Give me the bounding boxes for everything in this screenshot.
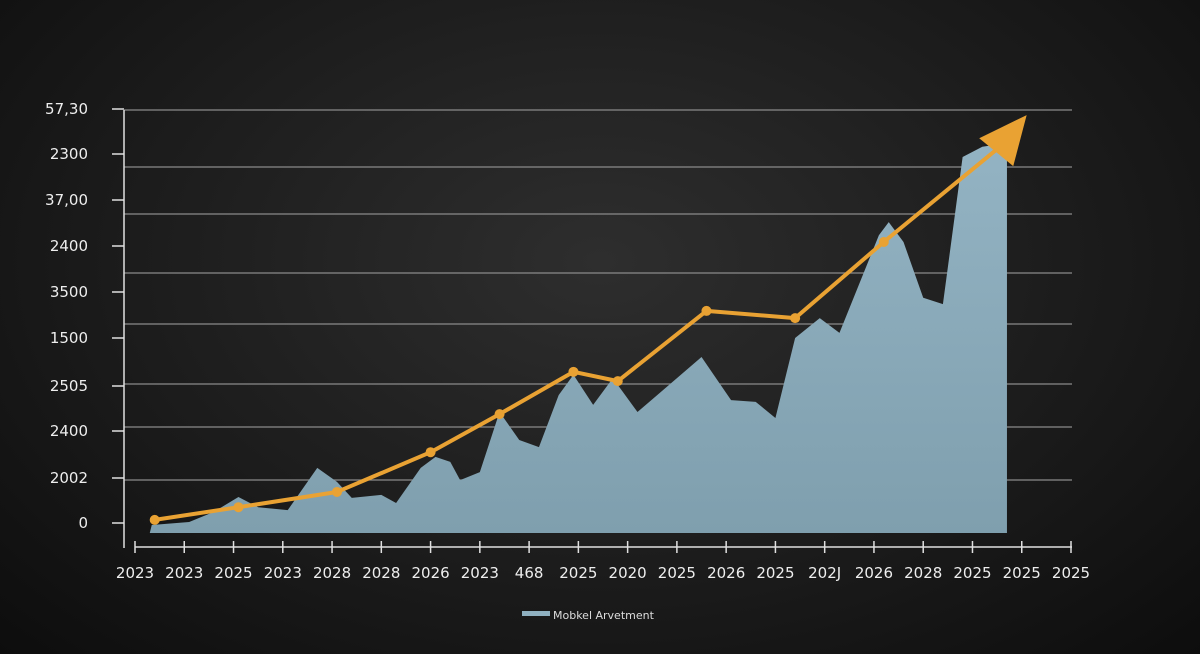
gridlines [124, 109, 1072, 481]
legend: Mobkel Arvetment [522, 609, 655, 622]
x-tick-label: 2025 [1003, 564, 1041, 582]
x-tick-label: 2026 [707, 564, 745, 582]
x-axis: 2023 2023 2025 2023 2028 2028 2026 2023 468 2025 2… [116, 541, 1090, 582]
x-tick-label: 2026 [411, 564, 449, 582]
y-tick-label: 2300 [50, 145, 88, 163]
y-tick-label: 57,30 [45, 100, 88, 118]
x-tick-label: 2026 [855, 564, 893, 582]
trend-point [233, 502, 244, 513]
legend-swatch [522, 611, 550, 616]
x-tick-label: 2028 [362, 564, 400, 582]
trend-point [425, 447, 436, 458]
x-tick-label: 2023 [264, 564, 302, 582]
x-tick-label: 2020 [609, 564, 647, 582]
x-tick-label: 2023 [461, 564, 499, 582]
y-axis: 0 2002 2400 2505 1500 3500 2400 37,00 2300 57,30 [45, 100, 125, 548]
x-tick-label: 2025 [756, 564, 794, 582]
arrow-head [979, 115, 1027, 167]
x-tick-label: 468 [515, 564, 544, 582]
x-tick-label: 2023 [116, 564, 154, 582]
y-tick-label: 2400 [50, 422, 88, 440]
y-tick-label: 1500 [50, 329, 88, 347]
x-tick-label: 2028 [313, 564, 351, 582]
y-tick-label: 2400 [50, 237, 88, 255]
trend-point [149, 514, 160, 525]
x-tick-label: 2025 [658, 564, 696, 582]
x-tick-label: 2025 [559, 564, 597, 582]
y-tick-label: 37,00 [45, 191, 88, 209]
trend-point [568, 366, 579, 377]
trend-point [331, 486, 342, 497]
trend-point [701, 305, 712, 316]
trend-point [612, 376, 623, 387]
y-tick-label: 3500 [50, 283, 88, 301]
trend-point [790, 313, 801, 324]
legend-label: Mobkel Arvetment [553, 609, 655, 622]
y-tick-label: 2002 [50, 469, 88, 487]
x-tick-label: 2028 [904, 564, 942, 582]
x-tick-label: 202J [808, 564, 841, 582]
area-series [149, 142, 1007, 533]
trend-point [494, 409, 505, 420]
series-layer [149, 115, 1027, 533]
y-tick-label: 2505 [50, 377, 88, 395]
y-tick-label: 0 [78, 514, 88, 532]
trend-point [878, 236, 889, 247]
x-tick-label: 2023 [165, 564, 203, 582]
x-tick-label: 2025 [953, 564, 991, 582]
x-tick-label: 2025 [214, 564, 252, 582]
x-tick-label: 2025 [1052, 564, 1090, 582]
